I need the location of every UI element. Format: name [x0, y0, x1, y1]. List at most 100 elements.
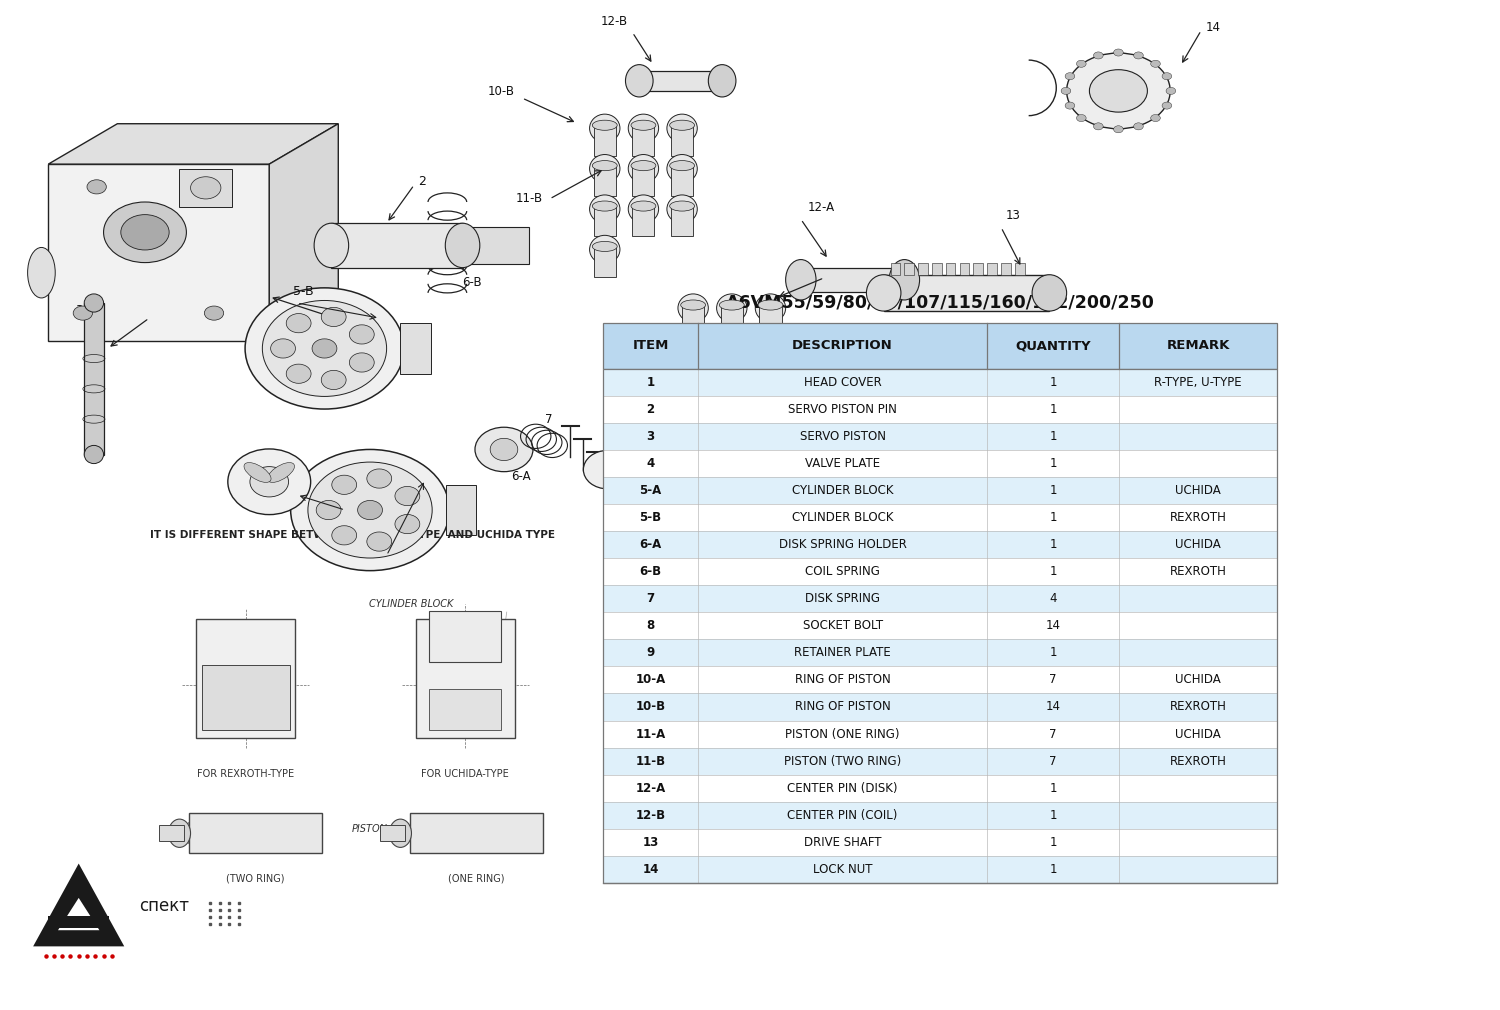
Bar [159, 825, 183, 841]
Bar [380, 825, 405, 841]
Text: 3: 3 [646, 430, 654, 442]
Ellipse shape [590, 195, 620, 223]
Bar [594, 246, 616, 277]
Bar [201, 665, 290, 730]
Text: COIL SPRING: COIL SPRING [806, 566, 880, 578]
Ellipse shape [251, 467, 288, 497]
Ellipse shape [626, 65, 652, 97]
Ellipse shape [286, 365, 310, 384]
Ellipse shape [314, 223, 348, 268]
Bar [189, 813, 321, 853]
Bar [946, 263, 956, 275]
Ellipse shape [590, 155, 620, 183]
Polygon shape [58, 898, 99, 930]
Text: REXROTH: REXROTH [1170, 701, 1227, 713]
Ellipse shape [1077, 61, 1086, 68]
Ellipse shape [368, 532, 392, 551]
Ellipse shape [632, 120, 656, 130]
Text: REXROTH: REXROTH [1170, 566, 1227, 578]
Text: FOR REXROTH-TYPE: FOR REXROTH-TYPE [196, 769, 294, 779]
Ellipse shape [394, 487, 420, 506]
Ellipse shape [1113, 48, 1124, 56]
Text: 7: 7 [546, 413, 554, 426]
Ellipse shape [678, 375, 708, 403]
Ellipse shape [890, 260, 920, 300]
Ellipse shape [1134, 52, 1143, 59]
Text: 11-B: 11-B [516, 192, 543, 205]
Text: RETAINER PLATE: RETAINER PLATE [794, 646, 891, 660]
Ellipse shape [350, 352, 374, 372]
Text: 10-B: 10-B [488, 85, 514, 98]
Bar [603, 504, 1276, 531]
Bar [932, 263, 942, 275]
Text: 3: 3 [75, 304, 82, 316]
Ellipse shape [678, 334, 708, 363]
Ellipse shape [1089, 70, 1148, 112]
Text: UCHIDA: UCHIDA [1174, 484, 1221, 497]
Ellipse shape [1162, 73, 1172, 80]
Ellipse shape [592, 241, 616, 251]
Text: 1: 1 [646, 376, 654, 389]
Text: 1: 1 [1050, 836, 1058, 848]
Bar [987, 263, 998, 275]
Bar [1016, 263, 1025, 275]
Text: 10-A: 10-A [828, 267, 855, 280]
Text: CYLINDER BLOCK: CYLINDER BLOCK [369, 599, 453, 609]
Text: 6-B: 6-B [639, 566, 662, 578]
Text: 1: 1 [1050, 457, 1058, 470]
Text: (ONE RING): (ONE RING) [448, 874, 504, 884]
Text: 1: 1 [1050, 430, 1058, 442]
Bar [603, 775, 1276, 802]
Text: DISK SPRING: DISK SPRING [806, 592, 880, 605]
Bar [759, 345, 782, 376]
Text: 14: 14 [1046, 701, 1060, 713]
Bar [633, 166, 654, 196]
Ellipse shape [87, 180, 106, 194]
Ellipse shape [1150, 61, 1161, 68]
Ellipse shape [270, 338, 296, 359]
Bar [904, 263, 914, 275]
Ellipse shape [708, 65, 736, 97]
Bar [603, 477, 1276, 504]
Text: FOR UCHIDA-TYPE: FOR UCHIDA-TYPE [422, 769, 509, 779]
Ellipse shape [867, 275, 901, 311]
Text: DESCRIPTION: DESCRIPTION [792, 339, 892, 352]
Bar [84, 303, 104, 454]
Text: 5-A: 5-A [639, 484, 662, 497]
Text: UCHIDA: UCHIDA [1174, 538, 1221, 551]
Ellipse shape [446, 223, 480, 268]
Text: 10-A: 10-A [636, 674, 666, 687]
Text: UCHIDA: UCHIDA [1174, 727, 1221, 740]
Text: IT IS DIFFERENT SHAPE BETWEEN REXROTH TYPE  AND UCHIDA TYPE: IT IS DIFFERENT SHAPE BETWEEN REXROTH TY… [150, 530, 555, 540]
Bar [670, 206, 693, 236]
Text: 7: 7 [1050, 674, 1058, 687]
Bar [603, 829, 1276, 855]
Bar [682, 305, 703, 335]
Text: PISTON (TWO RING): PISTON (TWO RING) [784, 754, 902, 768]
Bar [594, 206, 616, 236]
Text: 8: 8 [612, 443, 620, 456]
Text: 7: 7 [646, 592, 654, 605]
Ellipse shape [758, 300, 783, 310]
Bar [429, 689, 501, 730]
Bar [759, 305, 782, 335]
Text: 12-A: 12-A [636, 782, 666, 795]
Bar [682, 386, 703, 416]
Bar [639, 71, 722, 91]
Text: 6-B: 6-B [462, 277, 482, 289]
Text: DRIVE SHAFT: DRIVE SHAFT [804, 836, 882, 848]
Text: 13: 13 [642, 836, 658, 848]
Text: 14: 14 [1206, 21, 1221, 33]
Bar [603, 667, 1276, 694]
Bar [603, 802, 1276, 829]
Bar [884, 275, 1050, 311]
Bar [603, 612, 1276, 639]
Ellipse shape [758, 340, 783, 350]
Text: SERVO PISTON PIN: SERVO PISTON PIN [788, 403, 897, 416]
Ellipse shape [27, 247, 56, 298]
Bar [891, 263, 900, 275]
Ellipse shape [394, 514, 420, 533]
Ellipse shape [592, 120, 616, 130]
Ellipse shape [244, 463, 272, 483]
Bar [603, 449, 1276, 477]
